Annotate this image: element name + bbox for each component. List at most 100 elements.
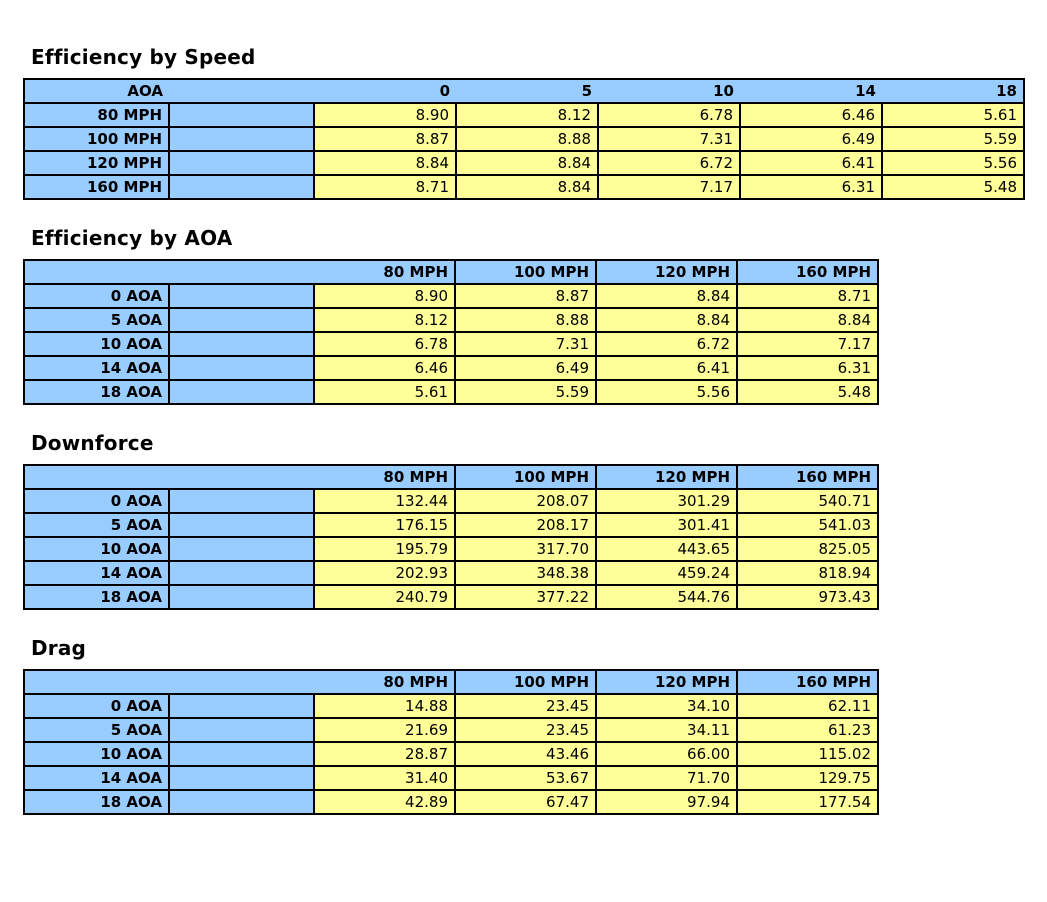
corner-header-cell[interactable]	[24, 670, 169, 695]
row-label[interactable]: 14 AOA	[23, 560, 170, 586]
row-label[interactable]: 0 AOA	[23, 488, 170, 514]
cell[interactable]: 8.84	[736, 307, 879, 333]
column-header[interactable]: 160 MPH	[736, 260, 878, 285]
cell[interactable]: 6.49	[454, 355, 597, 381]
spacer-header-cell[interactable]	[169, 670, 314, 695]
cell[interactable]: 61.23	[736, 717, 879, 743]
cell[interactable]: 129.75	[736, 765, 879, 791]
cell[interactable]: 825.05	[736, 536, 879, 562]
cell[interactable]: 377.22	[454, 584, 597, 610]
cell[interactable]: 301.41	[595, 512, 738, 538]
row-label[interactable]: 5 AOA	[23, 512, 170, 538]
row-label[interactable]: 5 AOA	[23, 717, 170, 743]
cell[interactable]: 202.93	[313, 560, 456, 586]
spacer-header-cell[interactable]	[169, 465, 314, 490]
column-header[interactable]: 100 MPH	[454, 465, 596, 490]
cell[interactable]: 443.65	[595, 536, 738, 562]
cell[interactable]: 8.84	[455, 150, 599, 176]
cell[interactable]: 5.61	[313, 379, 456, 405]
row-label[interactable]: 80 MPH	[23, 102, 170, 128]
cell[interactable]: 5.56	[881, 150, 1025, 176]
cell[interactable]: 317.70	[454, 536, 597, 562]
row-label[interactable]: 160 MPH	[23, 174, 170, 200]
cell[interactable]: 5.56	[595, 379, 738, 405]
cell[interactable]: 31.40	[313, 765, 456, 791]
cell[interactable]: 5.59	[454, 379, 597, 405]
corner-header-cell[interactable]	[24, 260, 169, 285]
column-header[interactable]: 120 MPH	[595, 260, 737, 285]
cell[interactable]: 348.38	[454, 560, 597, 586]
corner-header-cell[interactable]	[24, 465, 169, 490]
cell[interactable]: 14.88	[313, 693, 456, 719]
cell[interactable]: 8.87	[454, 283, 597, 309]
cell[interactable]: 8.71	[313, 174, 457, 200]
spacer-cell[interactable]	[168, 355, 315, 381]
spacer-cell[interactable]	[168, 693, 315, 719]
cell[interactable]: 5.61	[881, 102, 1025, 128]
column-header[interactable]: 0	[314, 79, 456, 104]
cell[interactable]: 8.90	[313, 102, 457, 128]
cell[interactable]: 5.59	[881, 126, 1025, 152]
row-label[interactable]: 14 AOA	[23, 355, 170, 381]
spacer-cell[interactable]	[168, 307, 315, 333]
cell[interactable]: 6.41	[595, 355, 738, 381]
cell[interactable]: 115.02	[736, 741, 879, 767]
spacer-cell[interactable]	[168, 150, 315, 176]
cell[interactable]: 6.72	[597, 150, 741, 176]
cell[interactable]: 8.84	[595, 307, 738, 333]
cell[interactable]: 8.88	[454, 307, 597, 333]
row-label[interactable]: 0 AOA	[23, 283, 170, 309]
column-header[interactable]: 100 MPH	[454, 260, 596, 285]
row-label[interactable]: 18 AOA	[23, 379, 170, 405]
cell[interactable]: 8.12	[455, 102, 599, 128]
cell[interactable]: 71.70	[595, 765, 738, 791]
cell[interactable]: 6.78	[313, 331, 456, 357]
cell[interactable]: 8.90	[313, 283, 456, 309]
cell[interactable]: 34.11	[595, 717, 738, 743]
cell[interactable]: 208.17	[454, 512, 597, 538]
column-header[interactable]: 100 MPH	[454, 670, 596, 695]
cell[interactable]: 8.84	[595, 283, 738, 309]
cell[interactable]: 23.45	[454, 717, 597, 743]
cell[interactable]: 195.79	[313, 536, 456, 562]
column-header[interactable]: 160 MPH	[736, 670, 878, 695]
cell[interactable]: 43.46	[454, 741, 597, 767]
cell[interactable]: 21.69	[313, 717, 456, 743]
cell[interactable]: 6.31	[739, 174, 883, 200]
cell[interactable]: 7.17	[597, 174, 741, 200]
spacer-header-cell[interactable]	[169, 79, 314, 104]
cell[interactable]: 8.84	[455, 174, 599, 200]
cell[interactable]: 176.15	[313, 512, 456, 538]
column-header[interactable]: 120 MPH	[595, 465, 737, 490]
column-header[interactable]: 18	[882, 79, 1024, 104]
cell[interactable]: 53.67	[454, 765, 597, 791]
row-label[interactable]: 100 MPH	[23, 126, 170, 152]
column-header[interactable]: 80 MPH	[314, 260, 455, 285]
cell[interactable]: 240.79	[313, 584, 456, 610]
cell[interactable]: 7.17	[736, 331, 879, 357]
cell[interactable]: 459.24	[595, 560, 738, 586]
column-header[interactable]: 10	[598, 79, 740, 104]
spacer-cell[interactable]	[168, 283, 315, 309]
cell[interactable]: 541.03	[736, 512, 879, 538]
row-label[interactable]: 18 AOA	[23, 584, 170, 610]
cell[interactable]: 5.48	[736, 379, 879, 405]
spacer-cell[interactable]	[168, 488, 315, 514]
row-label[interactable]: 10 AOA	[23, 741, 170, 767]
spacer-cell[interactable]	[168, 536, 315, 562]
spacer-cell[interactable]	[168, 717, 315, 743]
cell[interactable]: 208.07	[454, 488, 597, 514]
row-label[interactable]: 5 AOA	[23, 307, 170, 333]
cell[interactable]: 301.29	[595, 488, 738, 514]
spacer-cell[interactable]	[168, 560, 315, 586]
cell[interactable]: 28.87	[313, 741, 456, 767]
column-header[interactable]: 120 MPH	[595, 670, 737, 695]
cell[interactable]: 7.31	[597, 126, 741, 152]
spacer-cell[interactable]	[168, 102, 315, 128]
cell[interactable]: 973.43	[736, 584, 879, 610]
cell[interactable]: 8.87	[313, 126, 457, 152]
column-header[interactable]: 80 MPH	[314, 465, 455, 490]
corner-header-cell[interactable]: AOA	[24, 79, 169, 104]
spacer-cell[interactable]	[168, 174, 315, 200]
row-label[interactable]: 18 AOA	[23, 789, 170, 815]
